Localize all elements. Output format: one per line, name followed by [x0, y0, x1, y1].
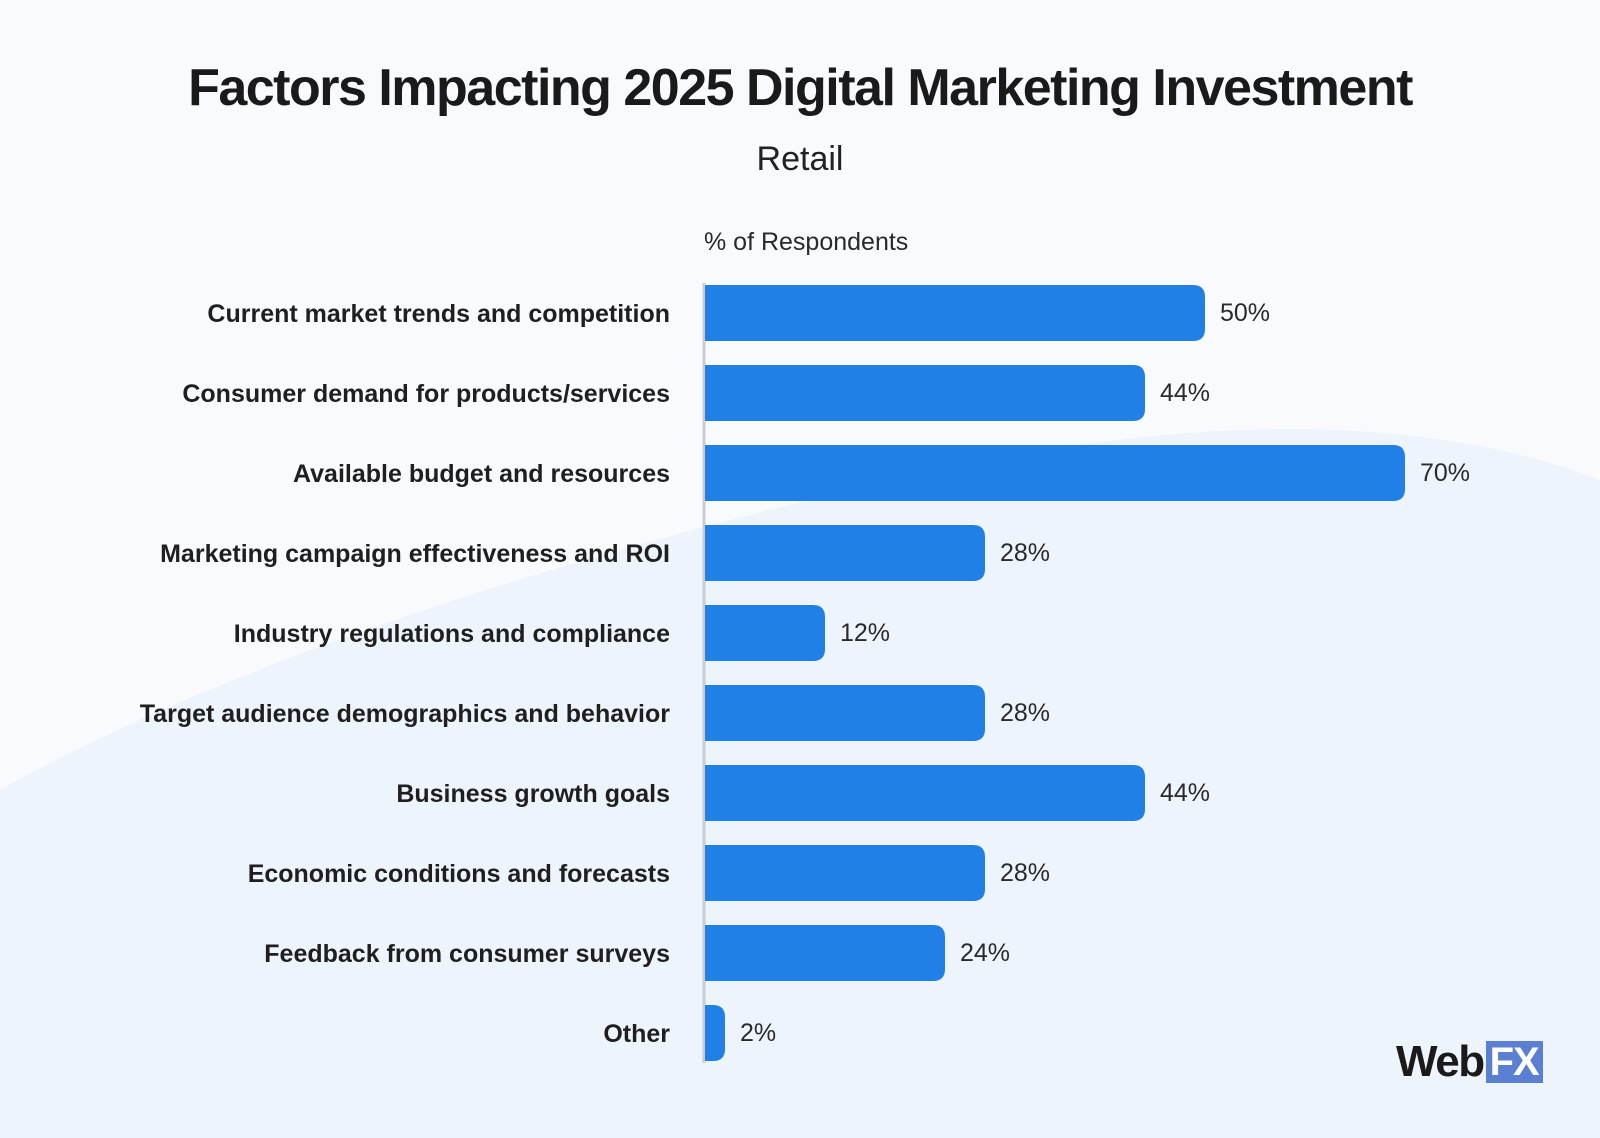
logo-text-web: Web: [1396, 1037, 1485, 1086]
webfx-logo: Web FX: [1396, 1040, 1543, 1084]
category-label: Business growth goals: [396, 780, 670, 808]
value-label: 50%: [1220, 299, 1270, 327]
value-label: 44%: [1160, 379, 1210, 407]
value-label: 28%: [1000, 699, 1050, 727]
chart-subtitle: Retail: [756, 140, 844, 178]
bar: [705, 1005, 725, 1061]
bar: [705, 765, 1145, 821]
x-axis-title: % of Respondents: [704, 228, 909, 256]
value-label: 28%: [1000, 539, 1050, 567]
bar: [705, 525, 985, 581]
value-label: 44%: [1160, 779, 1210, 807]
category-label: Other: [603, 1020, 670, 1048]
category-label: Available budget and resources: [293, 460, 670, 488]
value-label: 2%: [740, 1019, 776, 1047]
category-label: Industry regulations and compliance: [234, 620, 670, 648]
value-label: 28%: [1000, 859, 1050, 887]
value-label: 70%: [1420, 459, 1470, 487]
category-label: Target audience demographics and behavio…: [140, 700, 670, 728]
category-label: Feedback from consumer surveys: [264, 940, 670, 968]
bar: [705, 845, 985, 901]
chart-title: Factors Impacting 2025 Digital Marketing…: [188, 59, 1413, 117]
value-label: 12%: [840, 619, 890, 647]
category-label: Current market trends and competition: [207, 300, 670, 328]
category-label: Consumer demand for products/services: [182, 380, 670, 408]
value-label: 24%: [960, 939, 1010, 967]
category-label: Marketing campaign effectiveness and ROI: [160, 540, 670, 568]
bar: [705, 605, 825, 661]
bar: [705, 925, 945, 981]
bar: [705, 285, 1205, 341]
bar: [705, 445, 1405, 501]
logo-text-fx: FX: [1485, 1041, 1543, 1083]
bar: [705, 685, 985, 741]
bar: [705, 365, 1145, 421]
category-label: Economic conditions and forecasts: [248, 860, 670, 888]
